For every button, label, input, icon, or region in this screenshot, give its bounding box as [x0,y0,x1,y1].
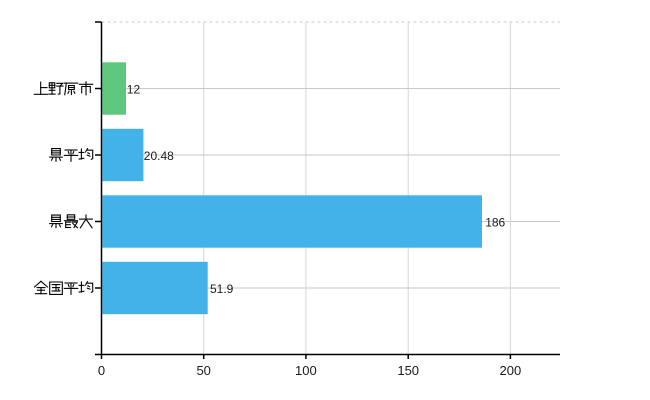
svg-text:12: 12 [127,83,141,97]
svg-text:51.9: 51.9 [210,282,234,296]
svg-text:150: 150 [397,363,419,378]
svg-text:200: 200 [500,363,522,378]
svg-text:20.48: 20.48 [144,149,174,163]
svg-text:186: 186 [485,216,505,230]
svg-text:0: 0 [98,363,105,378]
svg-text:100: 100 [295,363,317,378]
svg-text:50: 50 [196,363,210,378]
